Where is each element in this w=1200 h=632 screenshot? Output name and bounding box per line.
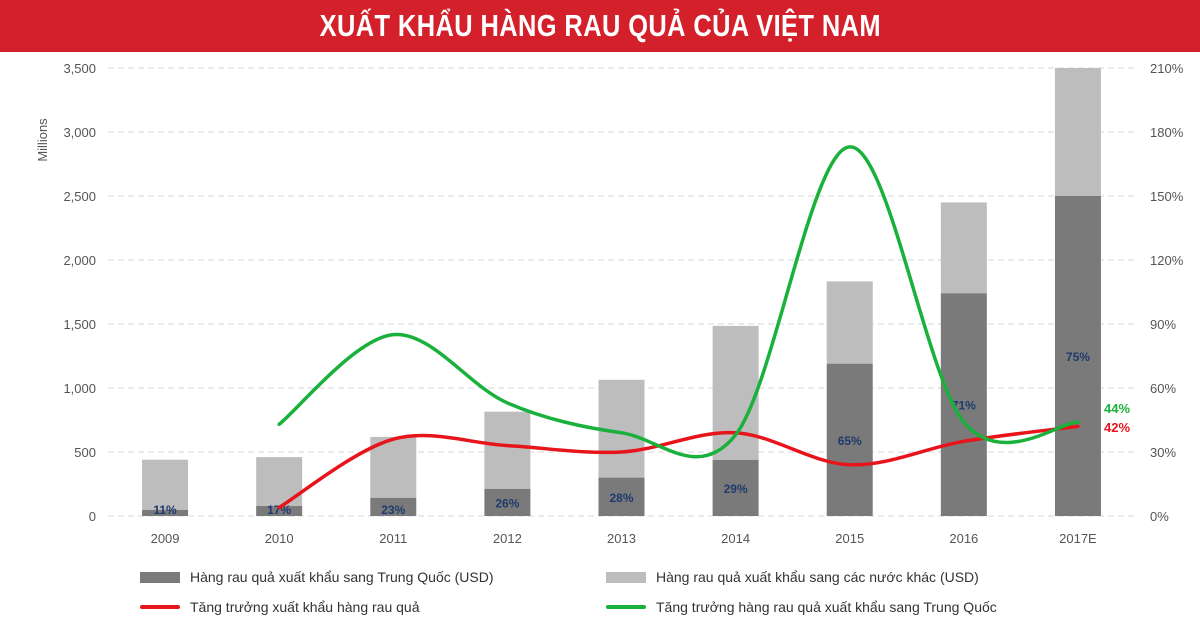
legend-item-china-line: Tăng trưởng hàng rau quả xuất khẩu sang …	[606, 599, 997, 615]
bar-china	[484, 488, 531, 516]
bar-china	[826, 363, 873, 516]
growth-lines	[277, 145, 1080, 510]
bar-other-countries	[1054, 68, 1101, 196]
bar-other-countries	[370, 436, 417, 498]
right-tick-label: 90%	[1150, 317, 1176, 332]
legend-swatch-china-bar	[140, 571, 180, 583]
bar-percent-label: 26%	[495, 496, 519, 510]
legend-swatch-total-line	[140, 605, 180, 609]
left-tick-label: 3,000	[63, 125, 96, 140]
bar-china	[256, 506, 303, 516]
x-tick-label: 2011	[379, 531, 407, 546]
bar-percent-label: 28%	[609, 491, 633, 505]
legend-swatch-china-line	[606, 605, 646, 609]
chart-title: XUẤT KHẨU HÀNG RAU QUẢ CỦA VIỆT NAM	[319, 8, 881, 43]
bar-other-countries	[484, 411, 531, 489]
right-tick-label: 120%	[1150, 253, 1184, 268]
bar-china	[370, 497, 417, 516]
legend: Hàng rau quả xuất khẩu sang Trung Quốc (…	[0, 560, 1200, 632]
right-tick-label: 210%	[1150, 61, 1184, 76]
bar-percent-label: 65%	[838, 434, 862, 448]
right-tick-label: 60%	[1150, 381, 1176, 396]
total-growth-line	[277, 424, 1080, 510]
legend-label-china-line: Tăng trưởng hàng rau quả xuất khẩu sang …	[656, 599, 997, 615]
left-axis-ticks: 0 500 1,000 1,500 2,000 2,500 3,000 3,500	[63, 61, 96, 524]
bar-percent-label: 75%	[1066, 350, 1090, 364]
left-tick-label: 3,500	[63, 61, 96, 76]
x-tick-label: 2016	[949, 531, 978, 546]
right-tick-label: 0%	[1150, 509, 1169, 524]
legend-item-china-bar: Hàng rau quả xuất khẩu sang Trung Quốc (…	[140, 569, 494, 585]
left-tick-label: 2,500	[63, 189, 96, 204]
bar-other-countries	[940, 202, 987, 294]
chart-canvas: 0 500 1,000 1,500 2,000 2,500 3,000 3,500 0% 30%…	[35, 61, 1184, 546]
bar-percent-label: 29%	[724, 482, 748, 496]
right-tick-label: 30%	[1150, 445, 1176, 460]
bar-china	[1054, 196, 1101, 516]
x-tick-label: 2015	[835, 531, 864, 546]
bar-percent-label: 17%	[267, 503, 291, 517]
x-tick-label: 2010	[265, 531, 294, 546]
bar-china	[940, 293, 987, 516]
legend-label-other-bar: Hàng rau quả xuất khẩu sang các nước khá…	[656, 569, 979, 585]
x-tick-label: 2017E	[1059, 531, 1097, 546]
right-tick-label: 180%	[1150, 125, 1184, 140]
bar-percent-label: 71%	[952, 399, 976, 413]
bar-labels: 11% 17% 23% 26% 28% 29% 65% 71% 75%	[153, 350, 1090, 517]
left-tick-label: 1,500	[63, 317, 96, 332]
x-axis-labels: 2009 2010 2011 2012 2013 2014 2015 2016 2017E	[151, 531, 1097, 546]
x-tick-label: 2009	[151, 531, 180, 546]
title-bar: XUẤT KHẨU HÀNG RAU QUẢ CỦA VIỆT NAM	[0, 0, 1200, 52]
legend-label-china-bar: Hàng rau quả xuất khẩu sang Trung Quốc (…	[190, 569, 494, 585]
bar-china	[598, 477, 645, 516]
bars	[142, 68, 1101, 516]
bar-percent-label: 11%	[153, 503, 177, 517]
end-label-china-growth: 44%	[1104, 401, 1130, 416]
bar-china	[712, 459, 759, 516]
bar-other-countries	[142, 459, 189, 510]
left-tick-label: 2,000	[63, 253, 96, 268]
left-tick-label: 500	[74, 445, 96, 460]
end-label-total-growth: 42%	[1104, 420, 1130, 435]
left-tick-label: 1,000	[63, 381, 96, 396]
bar-other-countries	[712, 325, 759, 460]
x-tick-label: 2014	[721, 531, 750, 546]
left-tick-label: 0	[89, 509, 96, 524]
china-growth-line	[277, 145, 1080, 459]
bar-china	[142, 509, 189, 516]
legend-item-other-bar: Hàng rau quả xuất khẩu sang các nước khá…	[606, 569, 979, 585]
y-axis-label: Millions	[35, 118, 50, 162]
bar-other-countries	[826, 281, 873, 364]
legend-label-total-line: Tăng trưởng xuất khẩu hàng rau quả	[190, 599, 420, 615]
legend-item-total-line: Tăng trưởng xuất khẩu hàng rau quả	[140, 599, 419, 615]
x-tick-label: 2012	[493, 531, 522, 546]
legend-swatch-other-bar	[606, 571, 646, 583]
right-axis-ticks: 0% 30% 60% 90% 120% 150% 180% 210%	[1150, 61, 1184, 524]
right-tick-label: 150%	[1150, 189, 1184, 204]
x-tick-label: 2013	[607, 531, 636, 546]
bar-percent-label: 23%	[381, 503, 405, 517]
